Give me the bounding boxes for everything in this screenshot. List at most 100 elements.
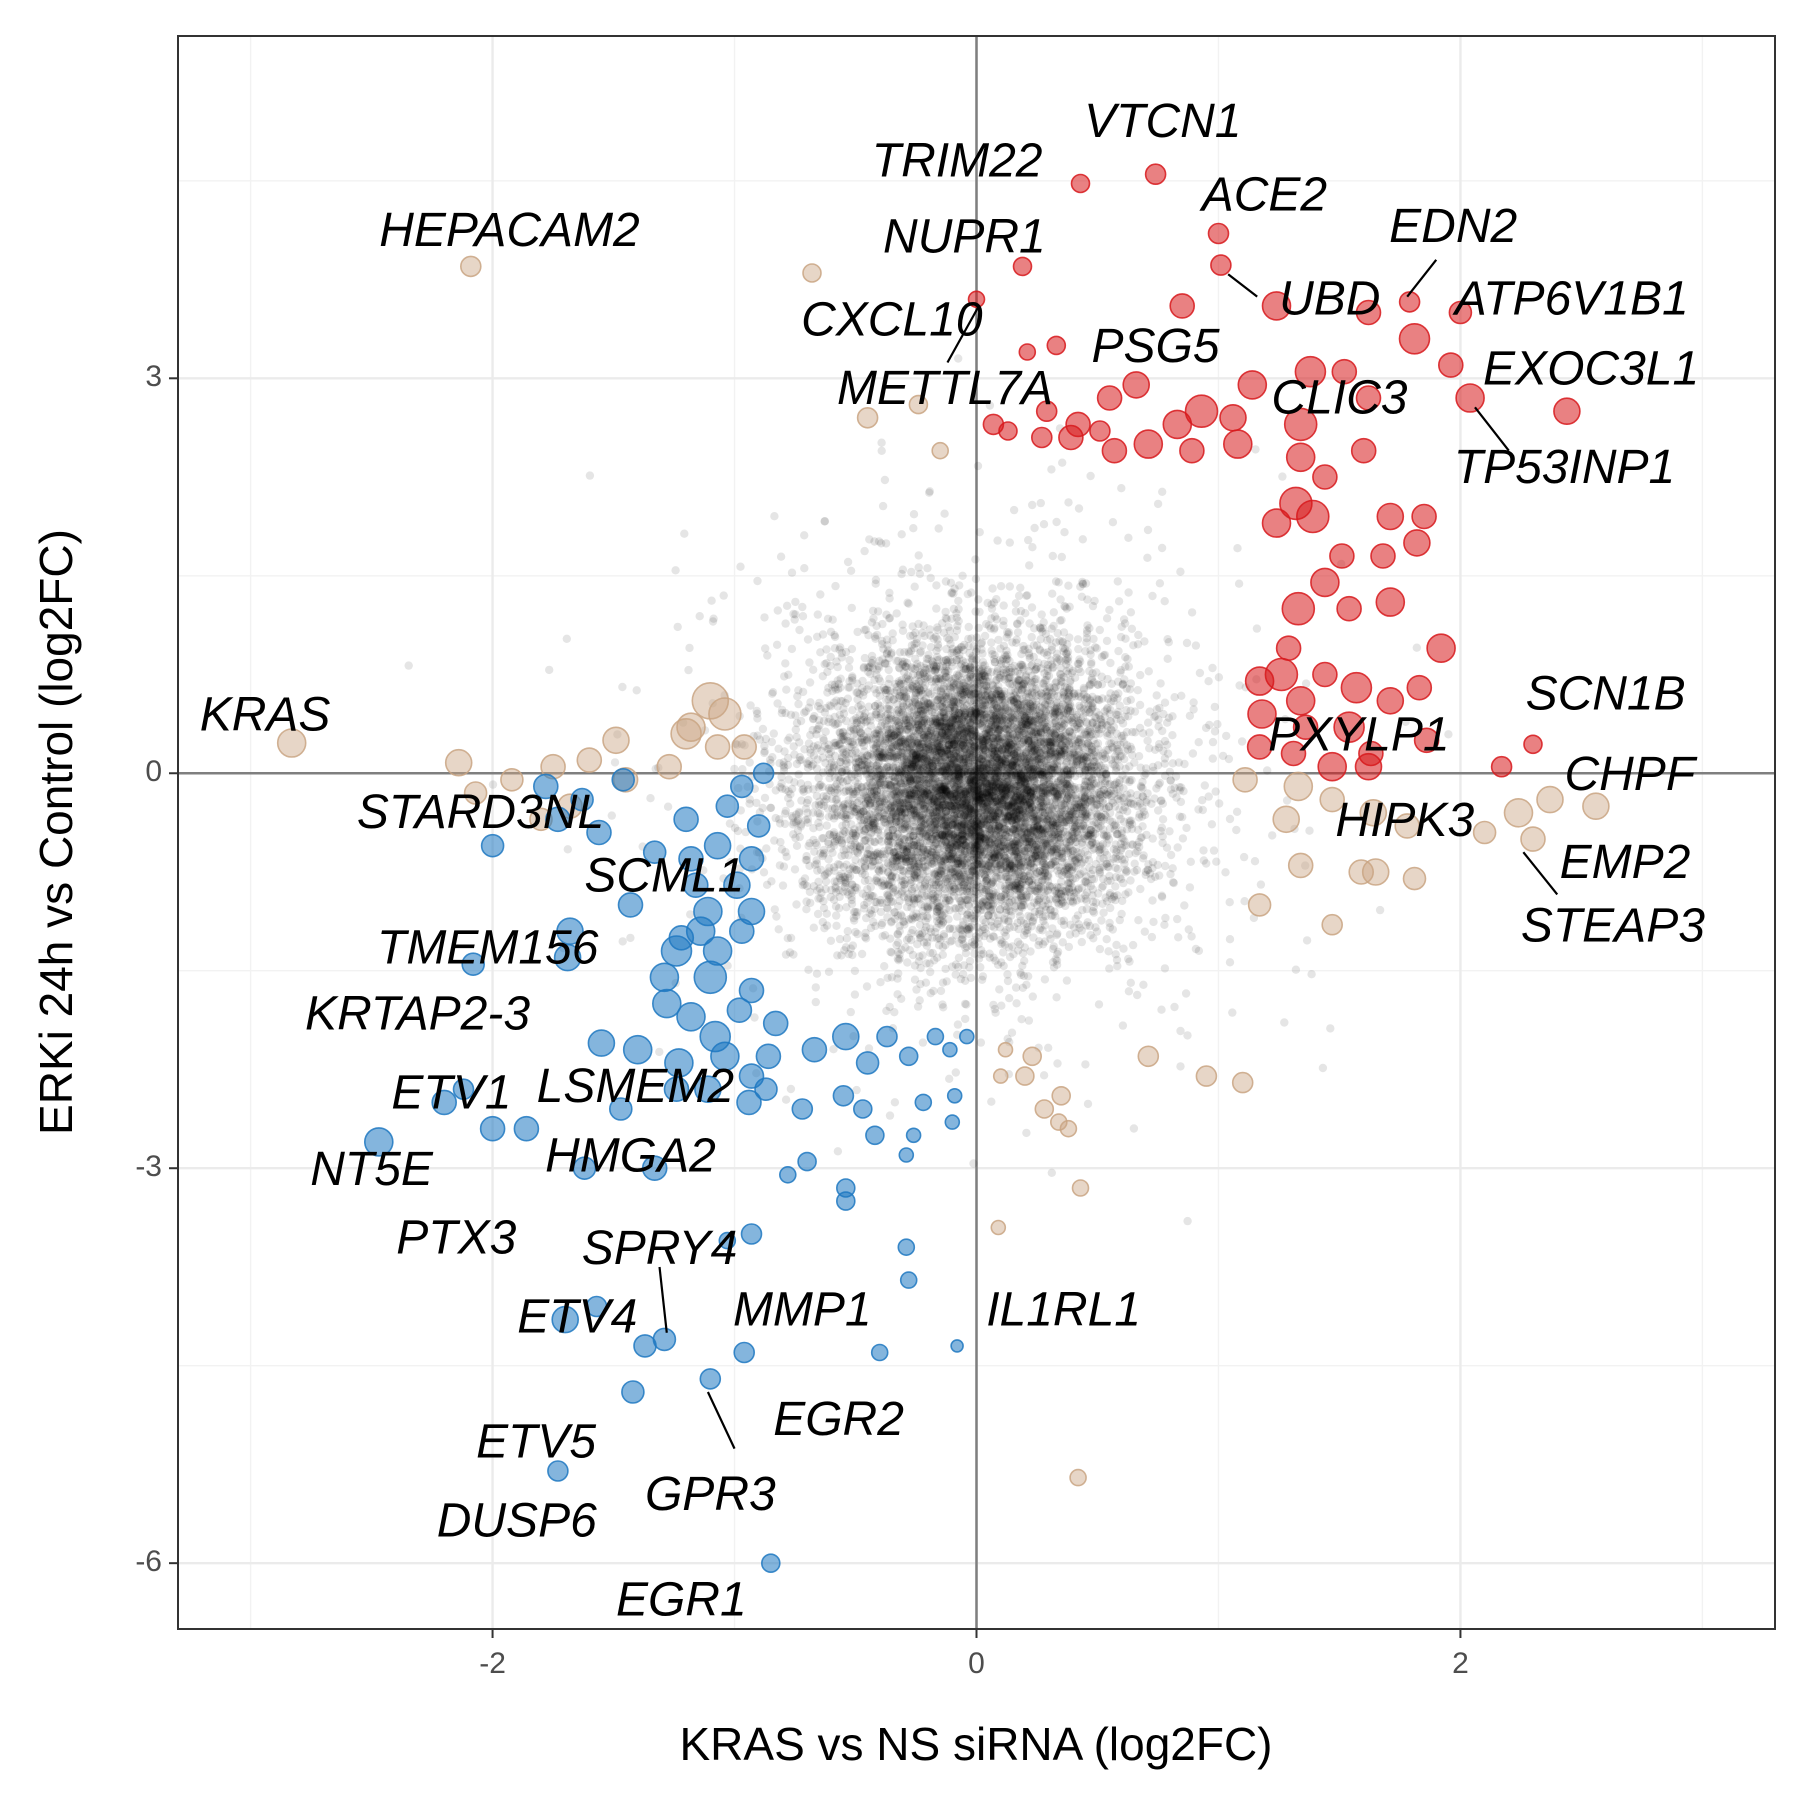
background-point	[1176, 567, 1185, 576]
background-point	[937, 811, 946, 820]
background-point	[930, 829, 939, 838]
background-point	[1006, 787, 1015, 796]
background-points	[404, 354, 1453, 1226]
background-point	[1168, 759, 1178, 768]
background-point	[903, 958, 912, 967]
background-point	[886, 815, 895, 825]
background-point	[1096, 715, 1106, 724]
background-point	[902, 814, 911, 823]
background-point	[849, 725, 859, 735]
background-point	[891, 832, 900, 842]
background-point	[1024, 1016, 1034, 1025]
background-point	[1200, 781, 1210, 790]
background-point	[949, 766, 958, 775]
background-point	[961, 665, 970, 674]
background-point	[952, 795, 962, 804]
background-point	[826, 786, 836, 795]
background-point	[978, 763, 987, 773]
background-point	[895, 770, 904, 780]
background-point	[864, 1044, 874, 1053]
background-point	[972, 709, 981, 718]
background-point	[914, 759, 924, 768]
background-point	[1033, 770, 1043, 779]
background-point	[1126, 978, 1136, 987]
background-point	[945, 1074, 954, 1084]
background-point	[880, 962, 889, 971]
background-point	[976, 761, 985, 770]
background-point	[1002, 730, 1011, 739]
background-point	[967, 809, 976, 818]
background-point	[843, 557, 853, 567]
background-point	[1079, 803, 1088, 812]
background-point	[868, 606, 878, 616]
background-point	[971, 574, 981, 584]
background-point	[904, 677, 913, 686]
background-point	[818, 630, 828, 639]
background-point	[782, 852, 791, 861]
background-point	[1124, 662, 1134, 671]
background-point	[876, 978, 885, 987]
background-point	[1022, 792, 1031, 801]
background-point	[1026, 788, 1036, 797]
background-point	[909, 510, 919, 519]
background-point	[1080, 794, 1089, 803]
background-point	[1011, 599, 1021, 608]
background-point	[895, 802, 904, 811]
background-point	[820, 660, 829, 669]
background-point	[545, 665, 554, 675]
background-point	[964, 715, 973, 725]
background-point	[1251, 445, 1260, 454]
background-point	[958, 571, 967, 580]
background-point	[825, 754, 834, 763]
background-point	[1055, 616, 1065, 625]
background-point	[673, 622, 682, 632]
background-point	[845, 655, 854, 665]
background-point	[985, 787, 994, 797]
background-point	[1006, 888, 1015, 898]
background-point	[942, 786, 951, 795]
background-point	[1027, 603, 1037, 612]
background-point	[943, 857, 952, 866]
background-point	[902, 764, 911, 773]
background-point	[1064, 581, 1073, 590]
background-point	[832, 911, 841, 920]
background-point	[909, 852, 918, 861]
background-point	[1023, 535, 1033, 545]
background-point	[1115, 783, 1124, 792]
background-point	[562, 634, 571, 643]
background-point	[1138, 822, 1147, 831]
background-point	[680, 529, 689, 538]
background-point	[1088, 885, 1098, 894]
background-point	[1165, 827, 1174, 836]
background-point	[772, 912, 781, 921]
background-point	[987, 777, 996, 787]
background-point	[910, 802, 919, 811]
background-point	[919, 696, 929, 705]
background-point	[752, 706, 761, 716]
background-point	[1158, 838, 1167, 848]
background-point	[1105, 918, 1114, 928]
background-point	[878, 773, 887, 783]
background-point	[1010, 824, 1019, 833]
background-point	[950, 737, 959, 746]
background-point	[791, 833, 800, 843]
background-point	[953, 731, 962, 740]
background-point	[909, 761, 918, 770]
background-point	[841, 827, 850, 836]
background-point	[1183, 1216, 1192, 1226]
background-point	[1017, 877, 1027, 887]
background-point	[1152, 691, 1161, 700]
background-point	[1134, 630, 1143, 640]
background-point	[1207, 820, 1217, 829]
background-point	[1102, 636, 1112, 646]
background-point	[951, 774, 960, 784]
background-point	[1072, 802, 1082, 811]
background-point	[974, 882, 984, 892]
background-point	[1044, 814, 1054, 823]
background-point	[941, 726, 950, 735]
background-point	[607, 811, 616, 820]
background-point	[887, 791, 896, 800]
background-point	[777, 772, 786, 782]
background-point	[1086, 650, 1095, 659]
background-point	[1050, 708, 1059, 717]
